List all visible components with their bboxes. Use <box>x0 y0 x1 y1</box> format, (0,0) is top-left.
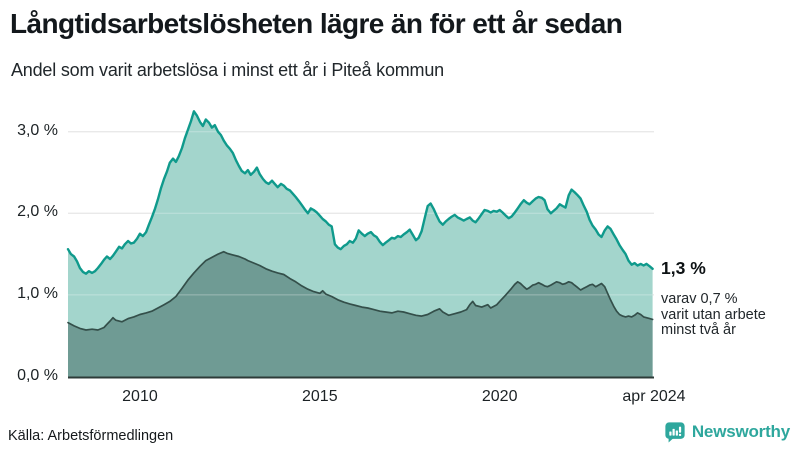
chart-subtitle: Andel som varit arbetslösa i minst ett å… <box>11 60 444 80</box>
newsworthy-logo: Newsworthy <box>664 421 790 443</box>
y-axis-label: 3,0 % <box>17 121 58 139</box>
page-title: Långtidsarbetslösheten lägre än för ett … <box>10 8 623 39</box>
x-axis-label: apr 2024 <box>622 388 686 405</box>
x-axis-label: 2015 <box>302 388 338 405</box>
x-axis-label: 2020 <box>481 388 518 405</box>
newsworthy-wordmark: Newsworthy <box>691 422 790 441</box>
newsworthy-bubble-icon <box>665 422 685 443</box>
series-line-1 <box>67 250 654 331</box>
x-axis-label: 2010 <box>122 388 158 405</box>
y-axis-label: 2,0 % <box>17 203 58 221</box>
series-line-0 <box>66 110 654 275</box>
y-axis-label: 1,0 % <box>17 284 58 302</box>
two-year-annotation: varav 0,7 % varit utan arbete minst två … <box>661 291 766 338</box>
y-axis-label: 0,0 % <box>17 366 58 384</box>
latest-value-label: 1,3 % <box>661 258 706 278</box>
series-area-1 <box>68 251 653 377</box>
source-caption: Källa: Arbetsförmedlingen <box>8 428 174 444</box>
